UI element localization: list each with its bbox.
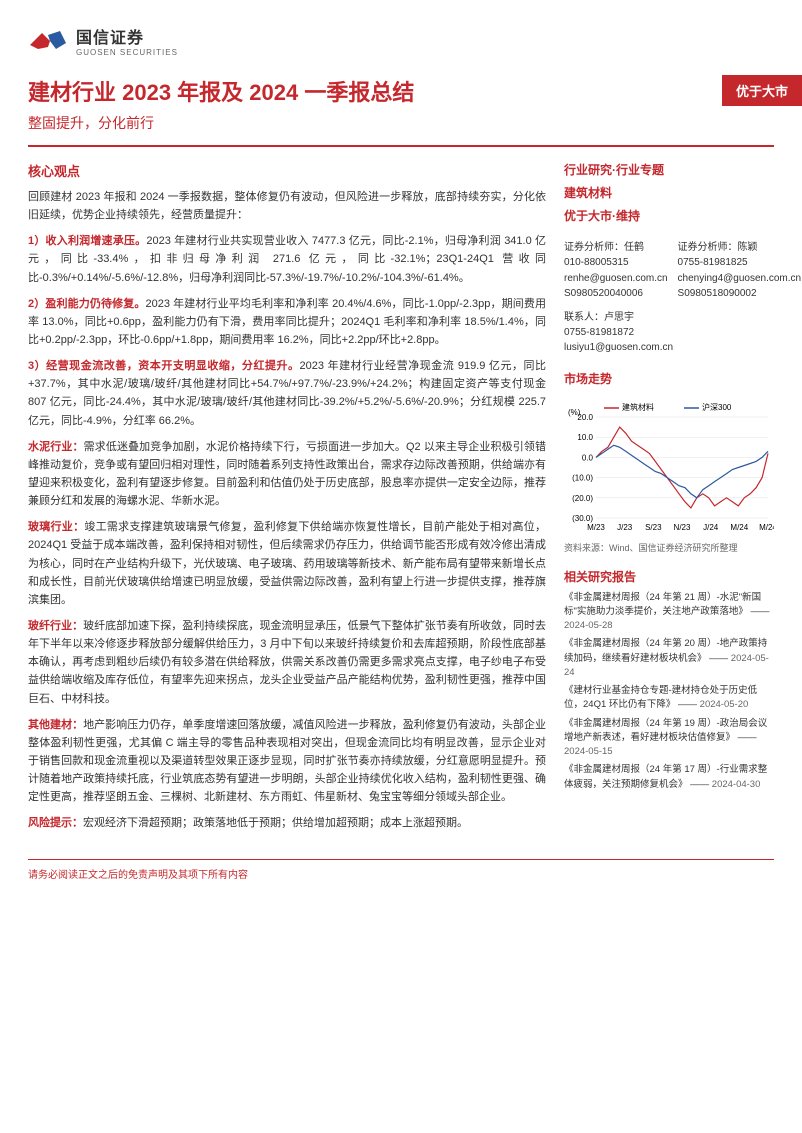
svg-text:M/24: M/24 <box>730 523 748 532</box>
industry-other: 其他建材：地产影响压力仍存，单季度增速回落放缓，减值风险进一步释放，盈利修复仍有… <box>28 716 546 807</box>
svg-text:J/23: J/23 <box>617 523 633 532</box>
analyst-1-cert: S0980520040006 <box>564 286 668 302</box>
analyst-2-email: chenying4@guosen.com.cn <box>678 271 802 287</box>
chart-source: 资料来源：Wind、国信证券经济研究所整理 <box>564 541 774 554</box>
side-rating: 优于大市·维持 <box>564 207 774 224</box>
industry-cement-lead: 水泥行业： <box>28 441 84 453</box>
title-sub: 整固提升，分化前行 <box>28 113 774 133</box>
reports-list: 《非金属建材周报（24 年第 21 周）-水泥"新国标"实施助力淡季提价，关注地… <box>564 591 774 792</box>
svg-text:0.0: 0.0 <box>582 453 594 462</box>
report-item: 《非金属建材周报（24 年第 17 周）-行业需求整体疲弱，关注预期修复机会》 … <box>564 763 774 792</box>
svg-text:J/24: J/24 <box>703 523 719 532</box>
main-column: 核心观点 回顾建材 2023 年报和 2024 一季报数据，整体修复仍有波动，但… <box>28 161 546 841</box>
rating-tag: 优于大市 <box>722 75 802 106</box>
report-item: 《非金属建材周报（24 年第 20 周）-地产政策持续加码，继续看好建材板块机会… <box>564 637 774 680</box>
industry-glass: 玻璃行业：竣工需求支撑建筑玻璃景气修复，盈利修复下供给端亦恢复性增长，目前产能处… <box>28 518 546 609</box>
title-main: 建材行业 2023 年报及 2024 一季报总结 <box>28 75 774 107</box>
svg-text:沪深300: 沪深300 <box>702 402 732 412</box>
svg-text:10.0: 10.0 <box>577 433 593 442</box>
report-item: 《非金属建材周报（24 年第 21 周）-水泥"新国标"实施助力淡季提价，关注地… <box>564 591 774 634</box>
analyst-2-label: 证券分析师：陈颖 <box>678 238 802 253</box>
svg-text:(20.0): (20.0) <box>572 493 593 502</box>
chart-title: 市场走势 <box>564 370 774 387</box>
contact-label: 联系人：卢思宇 <box>564 308 774 323</box>
industry-other-body: 地产影响压力仍存，单季度增速回落放缓，减值风险进一步释放，盈利修复仍有波动，头部… <box>28 719 546 804</box>
svg-text:(30.0): (30.0) <box>572 514 593 523</box>
analyst-2-phone: 0755-81981825 <box>678 255 802 271</box>
logo-icon <box>28 27 68 55</box>
svg-text:(10.0): (10.0) <box>572 473 593 482</box>
industry-other-lead: 其他建材： <box>28 719 83 731</box>
market-chart: 建筑材料沪深300(%)20.010.00.0(10.0)(20.0)(30.0… <box>564 399 774 534</box>
reports-title: 相关研究报告 <box>564 568 774 585</box>
point-2: 2）盈利能力仍待修复。2023 年建材行业平均毛利率和净利率 20.4%/4.6… <box>28 295 546 349</box>
logo-text-cn: 国信证券 <box>76 24 178 48</box>
analyst-2-cert: S0980518090002 <box>678 286 802 302</box>
analyst-1-label: 证券分析师：任鹤 <box>564 238 668 253</box>
industry-cement: 水泥行业：需求低迷叠加竞争加剧，水泥价格持续下行，亏损面进一步加大。Q2 以来主… <box>28 438 546 511</box>
industry-fiberglass: 玻纤行业：玻纤底部加速下探，盈利持续探底，现金流明显承压，低景气下整体扩张节奏有… <box>28 617 546 708</box>
core-header: 核心观点 <box>28 161 546 180</box>
report-item: 《非金属建材周报（24 年第 19 周）-政治局会议增地产新表述，看好建材板块估… <box>564 717 774 760</box>
risk-lead: 风险提示： <box>28 817 83 829</box>
svg-text:S/23: S/23 <box>645 523 662 532</box>
analyst-1-email: renhe@guosen.com.cn <box>564 271 668 287</box>
svg-text:建筑材料: 建筑材料 <box>622 402 654 412</box>
title-band: 建材行业 2023 年报及 2024 一季报总结 整固提升，分化前行 优于大市 <box>28 75 774 147</box>
svg-text:M/23: M/23 <box>587 523 605 532</box>
point-2-lead: 2）盈利能力仍待修复。 <box>28 298 146 310</box>
risk-para: 风险提示：宏观经济下滑超预期；政策落地低于预期；供给增加超预期；成本上涨超预期。 <box>28 814 546 832</box>
analyst-grid: 证券分析师：任鹤 010-88005315 renhe@guosen.com.c… <box>564 238 774 302</box>
industry-cement-body: 需求低迷叠加竞争加剧，水泥价格持续下行，亏损面进一步加大。Q2 以来主导企业积极… <box>28 441 546 507</box>
point-1-lead: 1）收入利润增速承压。 <box>28 235 146 247</box>
industry-glass-body: 竣工需求支撑建筑玻璃景气修复，盈利修复下供给端亦恢复性增长，目前产能处于相对高位… <box>28 521 546 606</box>
industry-fiberglass-lead: 玻纤行业： <box>28 620 83 632</box>
side-category: 行业研究·行业专题 <box>564 161 774 178</box>
svg-text:N/23: N/23 <box>674 523 691 532</box>
point-3-lead: 3）经营现金流改善，资本开支明显收缩，分红提升。 <box>28 360 300 372</box>
svg-text:M/24: M/24 <box>759 523 774 532</box>
logo-text-en: GUOSEN SECURITIES <box>76 48 178 57</box>
intro-para: 回顾建材 2023 年报和 2024 一季报数据，整体修复仍有波动，但风险进一步… <box>28 188 546 224</box>
report-item: 《建材行业基金持仓专题-建材持仓处于历史低位，24Q1 环比仍有下降》 —— 2… <box>564 684 774 713</box>
logo-block: 国信证券 GUOSEN SECURITIES <box>28 24 774 57</box>
point-3: 3）经营现金流改善，资本开支明显收缩，分红提升。2023 年建材行业经营净现金流… <box>28 357 546 430</box>
side-industry: 建筑材料 <box>564 184 774 201</box>
analyst-1-phone: 010-88005315 <box>564 255 668 271</box>
point-1: 1）收入利润增速承压。2023 年建材行业共实现营业收入 7477.3 亿元，同… <box>28 232 546 286</box>
risk-body: 宏观经济下滑超预期；政策落地低于预期；供给增加超预期；成本上涨超预期。 <box>83 817 468 829</box>
industry-fiberglass-body: 玻纤底部加速下探，盈利持续探底，现金流明显承压，低景气下整体扩张节奏有所收敛，同… <box>28 620 546 705</box>
contact-email: lusiyu1@guosen.com.cn <box>564 340 774 356</box>
side-column: 行业研究·行业专题 建筑材料 优于大市·维持 证券分析师：任鹤 010-8800… <box>564 161 774 841</box>
disclaimer: 请务必阅读正文之后的免责声明及其项下所有内容 <box>28 859 774 881</box>
industry-glass-lead: 玻璃行业： <box>28 521 84 533</box>
svg-text:20.0: 20.0 <box>577 413 593 422</box>
contact-phone: 0755-81981872 <box>564 325 774 341</box>
